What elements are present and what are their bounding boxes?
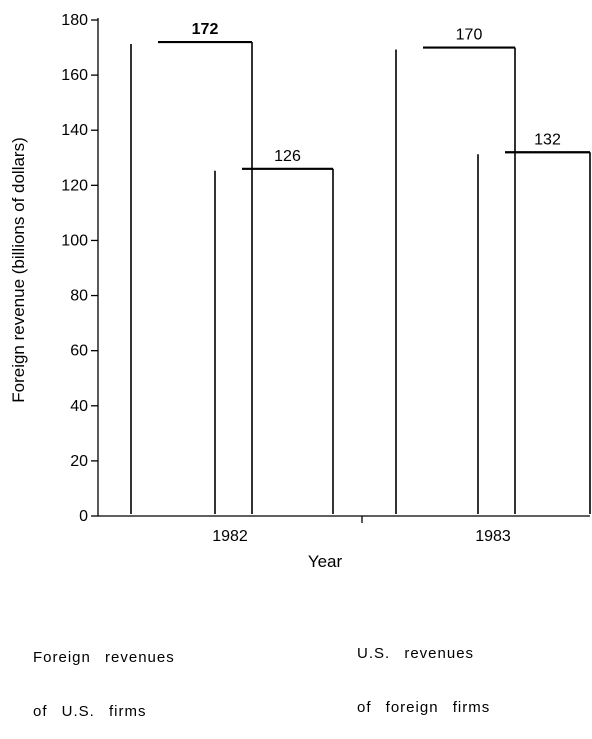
data-label: 126 xyxy=(274,148,301,165)
bar-1982-series-2 xyxy=(214,168,334,514)
revenue-chart: 172 126 170 132 0 20 40 60 80 100 120 140 160 180 198… xyxy=(9,12,591,571)
legend-us-firms-line2: of U.S. firms xyxy=(33,703,147,720)
y-tick-label: 20 xyxy=(70,453,88,470)
legend-foreign-firms: U.S. revenues of foreign firms xyxy=(357,609,490,735)
data-label: 172 xyxy=(192,21,219,38)
data-label: 170 xyxy=(456,27,483,44)
y-tick-label: 0 xyxy=(79,508,88,525)
legend-us-firms-line1: Foreign revenues xyxy=(33,649,175,666)
bars-layer: 172 126 170 132 xyxy=(130,21,591,514)
y-tick-label: 180 xyxy=(61,12,88,29)
legend-foreign-firms-line2: of foreign firms xyxy=(357,699,491,716)
x-tick-label: 1982 xyxy=(212,528,248,545)
x-axis-label: Year xyxy=(308,552,343,571)
legend-us-firms: Foreign revenues of U.S. firms xyxy=(33,613,175,739)
y-tick-label: 140 xyxy=(61,122,88,139)
y-tick-label: 80 xyxy=(70,288,88,305)
y-axis-label: Foreign revenue (billions of dollars) xyxy=(9,137,28,403)
bar-1982-series-1 xyxy=(130,41,253,514)
x-tick-label: 1983 xyxy=(475,528,511,545)
data-label: 132 xyxy=(534,131,561,148)
y-tick-label: 120 xyxy=(61,177,88,194)
bar-1983-series-2 xyxy=(477,151,591,514)
y-tick-label: 160 xyxy=(61,67,88,84)
y-tick-label: 40 xyxy=(70,398,88,415)
y-tick-label: 60 xyxy=(70,343,88,360)
y-tick-label: 100 xyxy=(61,232,88,249)
bar-1983-series-1 xyxy=(395,46,516,514)
axes-layer: 0 20 40 60 80 100 120 140 160 180 1982 1983 xyxy=(61,12,590,545)
legend-foreign-firms-line1: U.S. revenues xyxy=(357,645,475,662)
